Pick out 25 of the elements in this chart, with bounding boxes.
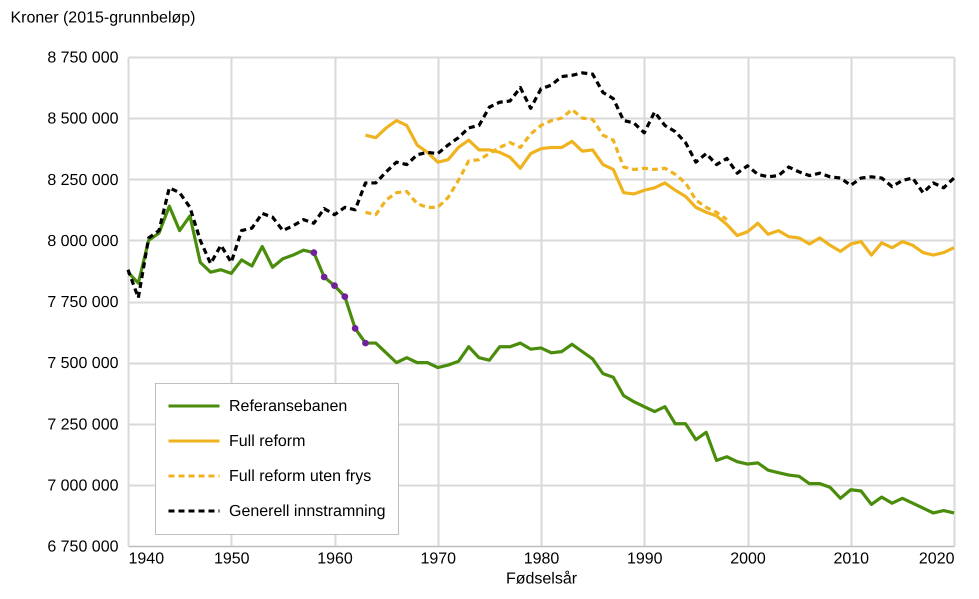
x-tick-label: 1940 xyxy=(128,550,164,568)
x-tick-label: 2010 xyxy=(833,550,870,568)
x-tick-label: 2000 xyxy=(730,550,766,568)
x-tick-label: 1970 xyxy=(420,550,456,568)
line-series xyxy=(126,71,956,300)
legend-label: Full reform uten frys xyxy=(229,468,372,485)
y-tick-label: 8 500 000 xyxy=(47,110,119,128)
y-tick-label: 8 750 000 xyxy=(47,50,119,66)
legend-label: Referansebanen xyxy=(229,398,348,415)
y-tick-label: 7 500 000 xyxy=(47,355,119,372)
y-tick-label: 8 250 000 xyxy=(47,172,119,189)
x-axis-title: Fødselsår xyxy=(506,570,578,588)
y-tick-label: 6 750 000 xyxy=(47,538,119,556)
y-tick-label: 7 750 000 xyxy=(47,294,119,311)
x-tick-label: 1950 xyxy=(214,550,250,568)
y-tick-label: 8 000 000 xyxy=(47,232,119,250)
y-tick-label: 7 250 000 xyxy=(47,416,119,434)
legend-label: Full reform xyxy=(229,433,306,450)
x-tick-label: 1990 xyxy=(626,550,663,568)
y-tick-label: 7 000 000 xyxy=(47,477,119,494)
x-tick-label: 1960 xyxy=(317,550,353,568)
x-tick-label: 1980 xyxy=(524,550,560,568)
legend-label: Generell innstramning xyxy=(229,503,386,520)
y-axis-title: Kroner (2015-grunnbeløp) xyxy=(10,10,196,26)
x-tick-label: 2020 xyxy=(918,550,955,568)
